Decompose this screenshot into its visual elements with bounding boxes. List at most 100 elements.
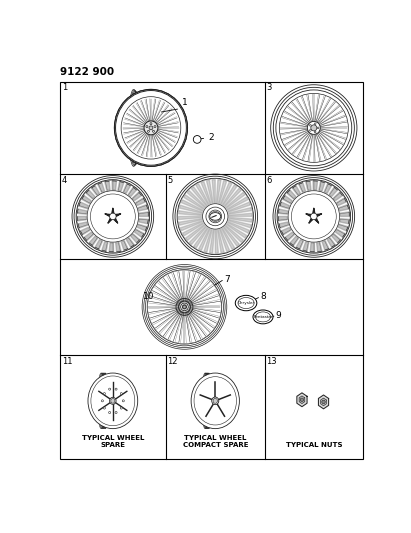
Text: 9122 900: 9122 900 xyxy=(60,67,114,77)
Polygon shape xyxy=(229,217,252,222)
Polygon shape xyxy=(335,229,345,237)
Polygon shape xyxy=(187,190,206,208)
Circle shape xyxy=(148,131,150,132)
Circle shape xyxy=(277,180,350,253)
Polygon shape xyxy=(340,212,349,216)
Polygon shape xyxy=(324,184,332,193)
Ellipse shape xyxy=(210,213,221,220)
Circle shape xyxy=(311,213,317,220)
Polygon shape xyxy=(329,187,337,197)
Polygon shape xyxy=(109,243,113,252)
Polygon shape xyxy=(224,188,241,207)
Polygon shape xyxy=(222,228,235,249)
Polygon shape xyxy=(118,182,124,191)
Circle shape xyxy=(322,400,325,403)
Circle shape xyxy=(154,126,156,127)
Circle shape xyxy=(183,305,186,309)
Text: 2: 2 xyxy=(208,133,214,142)
Polygon shape xyxy=(131,234,140,243)
Polygon shape xyxy=(201,181,211,204)
Text: 8: 8 xyxy=(260,293,266,301)
Circle shape xyxy=(76,180,149,253)
Polygon shape xyxy=(283,196,292,204)
Text: TYPICAL NUTS: TYPICAL NUTS xyxy=(286,442,342,448)
Polygon shape xyxy=(178,216,202,220)
Ellipse shape xyxy=(110,397,116,405)
Text: 10: 10 xyxy=(143,292,155,301)
Polygon shape xyxy=(218,181,226,204)
Ellipse shape xyxy=(213,398,217,403)
Polygon shape xyxy=(220,182,232,204)
Polygon shape xyxy=(84,232,94,241)
Text: 1: 1 xyxy=(62,83,67,92)
Polygon shape xyxy=(319,182,325,191)
Polygon shape xyxy=(297,393,307,407)
Polygon shape xyxy=(180,221,203,231)
Polygon shape xyxy=(181,200,203,211)
Circle shape xyxy=(150,123,152,125)
Polygon shape xyxy=(191,187,207,206)
Circle shape xyxy=(104,393,105,394)
Polygon shape xyxy=(98,183,105,192)
Text: 6: 6 xyxy=(266,175,272,184)
Circle shape xyxy=(314,123,316,125)
Polygon shape xyxy=(340,219,349,224)
Polygon shape xyxy=(338,224,348,231)
Circle shape xyxy=(146,126,148,127)
Text: 12: 12 xyxy=(167,357,178,366)
Polygon shape xyxy=(121,240,128,250)
Ellipse shape xyxy=(111,399,115,403)
Ellipse shape xyxy=(235,295,257,311)
Polygon shape xyxy=(139,212,148,216)
Circle shape xyxy=(148,270,221,344)
Circle shape xyxy=(115,411,117,414)
Circle shape xyxy=(87,191,139,242)
Polygon shape xyxy=(179,219,202,225)
Polygon shape xyxy=(132,192,141,201)
Polygon shape xyxy=(126,238,134,247)
Polygon shape xyxy=(204,229,212,252)
Polygon shape xyxy=(138,205,148,211)
Polygon shape xyxy=(287,190,296,199)
Ellipse shape xyxy=(191,373,239,429)
Circle shape xyxy=(300,398,304,401)
Polygon shape xyxy=(185,224,205,240)
Ellipse shape xyxy=(114,90,187,166)
Text: TYPICAL WHEEL
SPARE: TYPICAL WHEEL SPARE xyxy=(82,435,144,448)
Polygon shape xyxy=(206,180,213,203)
Polygon shape xyxy=(332,234,341,243)
Polygon shape xyxy=(299,396,305,403)
Polygon shape xyxy=(189,226,207,245)
Polygon shape xyxy=(86,190,95,199)
Circle shape xyxy=(178,179,253,254)
Polygon shape xyxy=(228,202,250,212)
Polygon shape xyxy=(278,216,288,221)
Circle shape xyxy=(210,212,220,222)
Polygon shape xyxy=(179,205,202,213)
Polygon shape xyxy=(222,185,237,205)
Polygon shape xyxy=(89,236,98,246)
Polygon shape xyxy=(82,196,91,204)
Polygon shape xyxy=(219,229,230,252)
Polygon shape xyxy=(226,192,245,208)
Circle shape xyxy=(309,130,311,131)
Text: 13: 13 xyxy=(266,357,277,366)
Polygon shape xyxy=(194,228,208,248)
Text: 7: 7 xyxy=(224,275,229,284)
Text: 1: 1 xyxy=(182,98,187,107)
Polygon shape xyxy=(112,181,117,190)
Polygon shape xyxy=(134,229,144,237)
Text: 9: 9 xyxy=(275,311,281,320)
Polygon shape xyxy=(212,180,215,203)
Polygon shape xyxy=(229,207,252,214)
Circle shape xyxy=(110,213,116,220)
Text: Chrysler: Chrysler xyxy=(238,301,255,305)
Polygon shape xyxy=(210,230,214,253)
Polygon shape xyxy=(227,197,248,210)
Polygon shape xyxy=(296,239,304,249)
Text: 11: 11 xyxy=(62,357,72,366)
Circle shape xyxy=(144,121,158,135)
Polygon shape xyxy=(136,198,145,206)
Ellipse shape xyxy=(212,397,219,405)
Polygon shape xyxy=(290,236,299,246)
